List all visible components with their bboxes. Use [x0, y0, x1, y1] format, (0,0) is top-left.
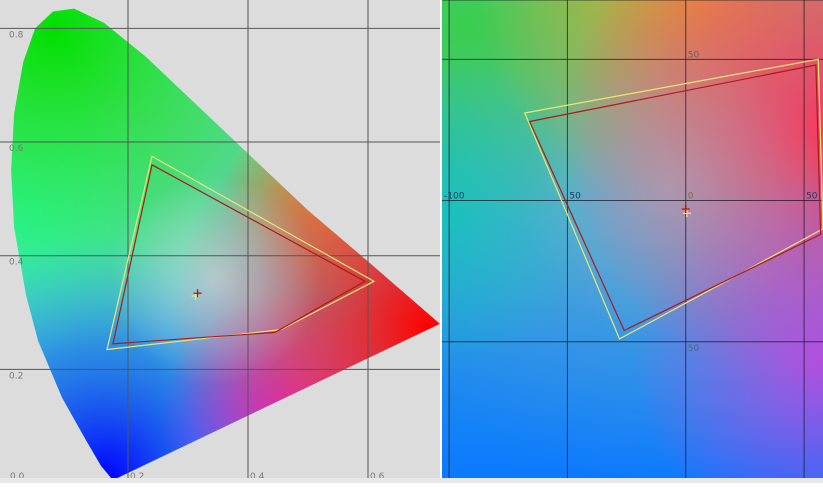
cie-white-point-measured: [193, 289, 202, 298]
ab-x-tick-label: 50: [806, 192, 818, 202]
cie-xy-chart: 0.0 0.2 0.4 0.6 0.2 0.4 0.6 0.8: [0, 0, 440, 483]
cie-x-tick-label: 0.6: [370, 472, 385, 482]
cie-gamut-outlines: [106, 155, 376, 351]
cie-y-tick-label: 0.6: [9, 144, 24, 154]
panel-divider: [440, 0, 442, 483]
ab-grid: [442, 0, 823, 483]
ab-white-point-measured: [681, 205, 690, 214]
cie-x-tick-label: 0.0: [10, 472, 25, 482]
cie-y-tick-label: 0.4: [9, 258, 24, 268]
ab-white-points: [681, 205, 691, 218]
ab-x-tick-label: -100: [444, 192, 465, 202]
cie-grid: [0, 0, 440, 483]
ab-x-tick-label: 0: [688, 192, 694, 202]
cie-tick-labels: 0.0 0.2 0.4 0.6 0.2 0.4 0.6 0.8: [9, 30, 385, 482]
cie-white-points: [191, 289, 202, 301]
cie-y-tick-label: 0.2: [9, 371, 23, 381]
ab-white-point-target: [682, 209, 691, 218]
ab-neutral-region: [442, 0, 823, 483]
ab-gamut-outlines: [523, 58, 823, 340]
cie-measured-gamut-outline: [112, 163, 367, 345]
cie-x-tick-label: 0.2: [130, 472, 144, 482]
ab-target-gamut-outline: [523, 58, 823, 340]
bottom-strip: [0, 478, 823, 483]
cie-x-tick-label: 0.4: [250, 472, 265, 482]
ab-y-tick-label: 50: [688, 50, 700, 60]
ab-measured-gamut-outline: [528, 64, 822, 332]
ab-x-tick-label: 50: [569, 192, 581, 202]
ab-y-tick-label: 50: [688, 344, 700, 354]
cie-y-tick-label: 0.8: [9, 30, 24, 40]
